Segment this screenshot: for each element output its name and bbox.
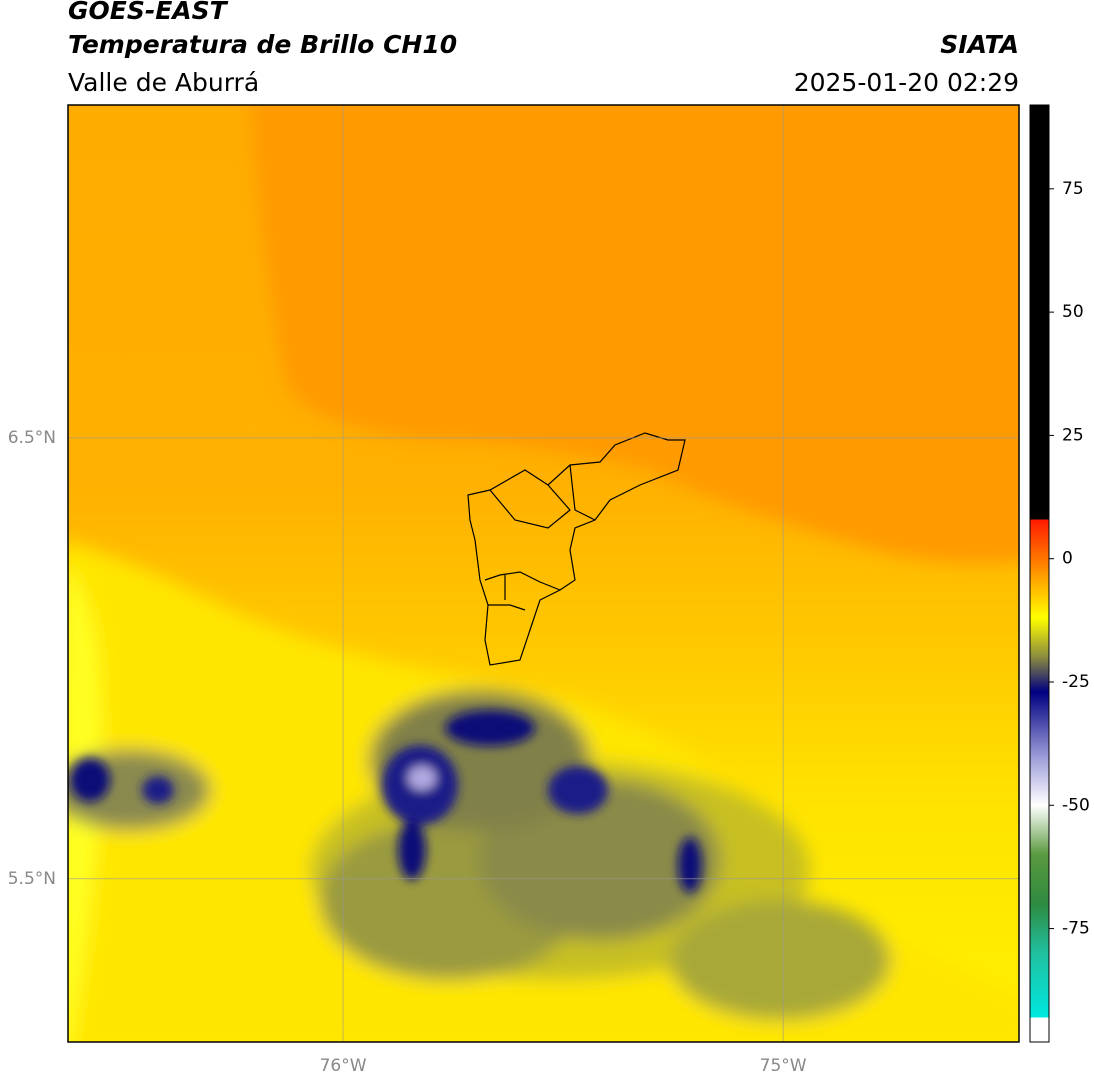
satellite-image bbox=[68, 105, 1019, 1042]
colorbar bbox=[1029, 104, 1050, 1043]
colorbar-tick-label: 0 bbox=[1062, 549, 1073, 569]
source: SIATA bbox=[940, 30, 1019, 59]
colorbar-tick-label: -75 bbox=[1062, 919, 1090, 939]
x-tick-label: 76°W bbox=[320, 1056, 367, 1076]
title: GOES-EAST bbox=[68, 0, 229, 25]
region: Valle de Aburrá bbox=[68, 68, 259, 97]
colorbar-tick-label: 75 bbox=[1062, 179, 1084, 199]
y-tick-label: 6.5°N bbox=[8, 428, 56, 448]
datetime: 2025-01-20 02:29 bbox=[794, 68, 1019, 97]
colorbar-tick-label: -50 bbox=[1062, 795, 1090, 815]
colorbar-tick-label: -25 bbox=[1062, 672, 1090, 692]
subtitle: Temperatura de Brillo CH10 bbox=[68, 30, 457, 59]
x-tick-label: 75°W bbox=[760, 1056, 807, 1076]
y-tick-label: 5.5°N bbox=[8, 869, 56, 889]
map-frame bbox=[67, 104, 1020, 1043]
colorbar-tick-label: 25 bbox=[1062, 425, 1084, 445]
colorbar-tick-label: 50 bbox=[1062, 302, 1084, 322]
